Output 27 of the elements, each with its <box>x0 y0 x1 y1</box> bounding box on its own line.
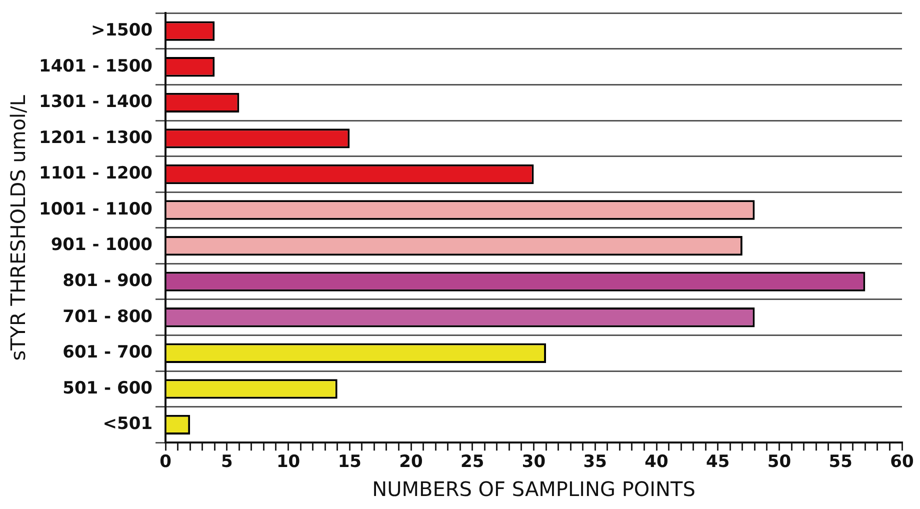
y-tick-label: 1001 - 1100 <box>38 199 153 220</box>
x-tick-label: 55 <box>828 452 852 472</box>
x-tick-label: 60 <box>890 452 914 472</box>
x-tick-label: 30 <box>522 452 546 472</box>
y-tick-label: <501 <box>102 414 153 434</box>
y-tick-label: 501 - 600 <box>62 378 153 398</box>
x-tick-label: 20 <box>399 452 424 472</box>
x-tick-label: 25 <box>460 452 484 472</box>
y-tick-label: >1500 <box>90 20 153 41</box>
y-tick-label: 901 - 1000 <box>50 235 153 256</box>
y-tick-label: 1401 - 1500 <box>38 56 153 76</box>
x-axis-title: NUMBERS OF SAMPLING POINTS <box>372 477 696 502</box>
x-tick-label: 15 <box>338 452 362 472</box>
x-tick-label: 40 <box>644 452 668 472</box>
x-tick-label: 5 <box>220 452 233 472</box>
y-tick-label: 801 - 900 <box>62 270 153 291</box>
x-tick-label: 35 <box>583 452 607 472</box>
y-axis-title: sTYR THRESHOLDS umol/L <box>6 94 30 361</box>
x-tick-label: 45 <box>706 452 730 472</box>
x-tick-label: 0 <box>160 452 172 472</box>
y-tick-label: 1201 - 1300 <box>38 128 153 148</box>
y-tick-label: 1101 - 1200 <box>38 164 153 184</box>
y-tick-label: 601 - 700 <box>62 342 153 363</box>
y-tick-label: 701 - 800 <box>62 306 153 327</box>
x-tick-label: 10 <box>276 452 300 472</box>
y-tick-label: 1301 - 1400 <box>38 92 153 112</box>
x-tick-label: 50 <box>767 452 792 472</box>
